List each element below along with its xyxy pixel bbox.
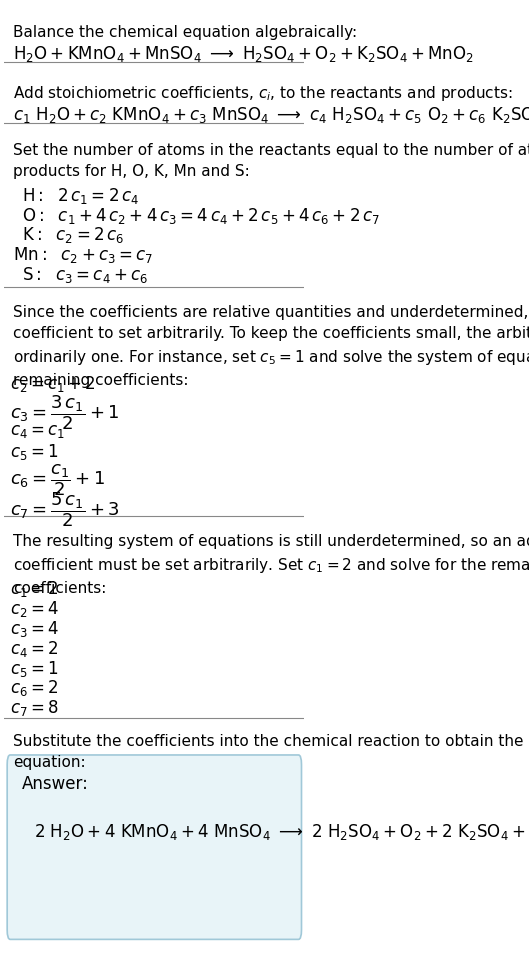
Text: The resulting system of equations is still underdetermined, so an additional
coe: The resulting system of equations is sti… — [13, 533, 529, 595]
Text: $c_1\ \mathrm{H_2O} + c_2\ \mathrm{KMnO_4} + c_3\ \mathrm{MnSO_4} \ \longrightar: $c_1\ \mathrm{H_2O} + c_2\ \mathrm{KMnO_… — [13, 105, 529, 125]
Text: $c_2 = 4$: $c_2 = 4$ — [10, 598, 59, 618]
Text: $\mathrm{O:} \ \ c_1 + 4\,c_2 + 4\,c_3 = 4\,c_4 + 2\,c_5 + 4\,c_6 + 2\,c_7$: $\mathrm{O:} \ \ c_1 + 4\,c_2 + 4\,c_3 =… — [22, 206, 380, 225]
Text: $c_5 = 1$: $c_5 = 1$ — [10, 441, 59, 461]
Text: $c_5 = 1$: $c_5 = 1$ — [10, 658, 59, 678]
Text: $c_1 = 2$: $c_1 = 2$ — [10, 578, 59, 598]
Text: $\mathrm{Mn:} \ \ c_2 + c_3 = c_7$: $\mathrm{Mn:} \ \ c_2 + c_3 = c_7$ — [13, 245, 153, 265]
Text: Add stoichiometric coefficients, $c_i$, to the reactants and products:: Add stoichiometric coefficients, $c_i$, … — [13, 84, 513, 103]
FancyBboxPatch shape — [7, 755, 302, 940]
Text: $c_7 = \dfrac{5\,c_1}{2} + 3$: $c_7 = \dfrac{5\,c_1}{2} + 3$ — [10, 490, 120, 528]
Text: $c_6 = \dfrac{c_1}{2} + 1$: $c_6 = \dfrac{c_1}{2} + 1$ — [10, 461, 105, 497]
Text: $c_7 = 8$: $c_7 = 8$ — [10, 698, 59, 718]
Text: $\mathrm{K:} \ \ c_2 = 2\,c_6$: $\mathrm{K:} \ \ c_2 = 2\,c_6$ — [22, 225, 124, 245]
Text: $\mathrm{H:} \ \ 2\,c_1 = 2\,c_4$: $\mathrm{H:} \ \ 2\,c_1 = 2\,c_4$ — [22, 186, 140, 206]
Text: $\mathrm{S:} \ \ c_3 = c_4 + c_6$: $\mathrm{S:} \ \ c_3 = c_4 + c_6$ — [22, 265, 148, 285]
Text: $\mathrm{H_2O + KMnO_4 + MnSO_4 \ \longrightarrow \ H_2SO_4 + O_2 + K_2SO_4 + Mn: $\mathrm{H_2O + KMnO_4 + MnSO_4 \ \longr… — [13, 44, 474, 64]
Text: $c_6 = 2$: $c_6 = 2$ — [10, 678, 59, 698]
Text: Set the number of atoms in the reactants equal to the number of atoms in the
pro: Set the number of atoms in the reactants… — [13, 143, 529, 179]
Text: Answer:: Answer: — [22, 774, 89, 792]
Text: $c_4 = c_1$: $c_4 = c_1$ — [10, 422, 65, 439]
Text: Since the coefficients are relative quantities and underdetermined, choose a
coe: Since the coefficients are relative quan… — [13, 305, 529, 388]
Text: $c_3 = \dfrac{3\,c_1}{2} + 1$: $c_3 = \dfrac{3\,c_1}{2} + 1$ — [10, 394, 120, 432]
Text: $2\ \mathrm{H_2O} + 4\ \mathrm{KMnO_4} + 4\ \mathrm{MnSO_4} \ \longrightarrow \ : $2\ \mathrm{H_2O} + 4\ \mathrm{KMnO_4} +… — [34, 821, 529, 841]
Text: $c_4 = 2$: $c_4 = 2$ — [10, 639, 59, 658]
Text: Substitute the coefficients into the chemical reaction to obtain the balanced
eq: Substitute the coefficients into the che… — [13, 734, 529, 769]
Text: $c_3 = 4$: $c_3 = 4$ — [10, 618, 59, 639]
Text: Balance the chemical equation algebraically:: Balance the chemical equation algebraica… — [13, 25, 357, 40]
Text: $c_2 = c_1 + 2$: $c_2 = c_1 + 2$ — [10, 374, 96, 394]
